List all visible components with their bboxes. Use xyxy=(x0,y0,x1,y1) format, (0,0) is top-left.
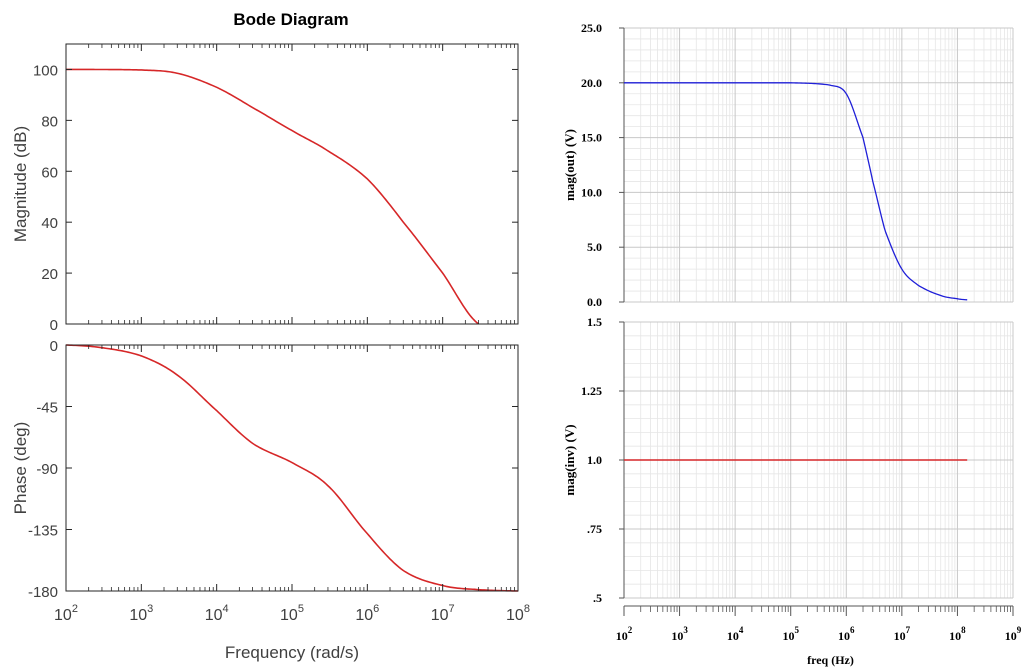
inv-ytick-label: 1.25 xyxy=(581,384,602,398)
mag-ytick-label: 0 xyxy=(50,317,58,334)
freq-tick-label: 106 xyxy=(838,625,855,643)
phase-ytick-label: -135 xyxy=(28,523,58,540)
magnitude-axes-frame xyxy=(65,43,519,325)
out-curve xyxy=(624,82,968,301)
phase-xtick-label: 108 xyxy=(506,603,530,624)
phase-xtick-label: 107 xyxy=(431,603,455,624)
mag-ytick-label: 20 xyxy=(41,266,58,283)
out-ytick-label: 15.0 xyxy=(581,131,602,145)
magnitude-panel: 0 20 40 60 80 100 Magnitude (dB) xyxy=(11,43,519,334)
bode-diagram: Bode Diagram 0 20 40 60 80 100 Magnitude (dB)… xyxy=(11,10,530,662)
phase-ytick-label: 0 xyxy=(50,338,58,355)
phase-panel: -180 -135 -90 -45 0 Phase (deg) 102 103 104 105… xyxy=(11,338,530,662)
inv-ytick-label: .75 xyxy=(587,522,602,536)
out-ytick-label: 20.0 xyxy=(581,76,602,90)
spice-plot: 0.0 5.0 10.0 15.0 20.0 25.0 mag(out) (V) .5 .7… xyxy=(562,21,1022,667)
out-ytick-label: 5.0 xyxy=(587,240,602,254)
freq-tick-label: 108 xyxy=(949,625,966,643)
magnitude-ylabel: Magnitude (dB) xyxy=(11,126,30,242)
out-ytick-label: 0.0 xyxy=(587,295,602,309)
phase-xtick-label: 103 xyxy=(129,603,153,624)
phase-xtick-label: 106 xyxy=(355,603,379,624)
phase-xtick-label: 105 xyxy=(280,603,304,624)
inv-ytick-label: 1.0 xyxy=(587,453,602,467)
bode-title: Bode Diagram xyxy=(233,10,348,29)
phase-axes-frame xyxy=(65,344,519,592)
mag-ytick-label: 40 xyxy=(41,215,58,232)
mag-ytick-label: 60 xyxy=(41,164,58,181)
phase-xtick-label: 102 xyxy=(54,603,78,624)
inv-panel: .5 .75 1.0 1.25 1.5 mag(inv) (V) xyxy=(562,315,1014,605)
out-panel: 0.0 5.0 10.0 15.0 20.0 25.0 mag(out) (V) xyxy=(562,21,1014,309)
freq-xlabel: freq (Hz) xyxy=(807,653,854,667)
freq-tick-label: 105 xyxy=(782,625,799,643)
out-ylabel: mag(out) (V) xyxy=(562,129,577,201)
inv-ytick-label: .5 xyxy=(593,591,602,605)
inv-ylabel: mag(inv) (V) xyxy=(562,424,577,495)
freq-tick-label: 104 xyxy=(727,625,744,643)
mag-ytick-label: 100 xyxy=(33,62,58,79)
phase-ylabel: Phase (deg) xyxy=(11,422,30,515)
freq-tick-label: 107 xyxy=(894,625,911,643)
freq-tick-label: 103 xyxy=(671,625,688,643)
freq-tick-label: 102 xyxy=(616,625,633,643)
inv-ytick-label: 1.5 xyxy=(587,315,602,329)
phase-ytick-label: -90 xyxy=(36,461,58,478)
phase-curve xyxy=(65,344,519,592)
phase-ytick-label: -45 xyxy=(36,400,58,417)
out-ytick-label: 25.0 xyxy=(581,21,602,35)
magnitude-curve xyxy=(65,68,480,325)
phase-xtick-label: 104 xyxy=(205,603,229,624)
phase-ytick-label: -180 xyxy=(28,584,58,601)
frequency-xlabel: Frequency (rad/s) xyxy=(225,643,359,662)
out-ytick-label: 10.0 xyxy=(581,185,602,199)
freq-axis: 102 103 104 105 106 107 108 109 xyxy=(616,605,1022,643)
mag-ytick-label: 80 xyxy=(41,113,58,130)
freq-tick-label: 109 xyxy=(1005,625,1022,643)
